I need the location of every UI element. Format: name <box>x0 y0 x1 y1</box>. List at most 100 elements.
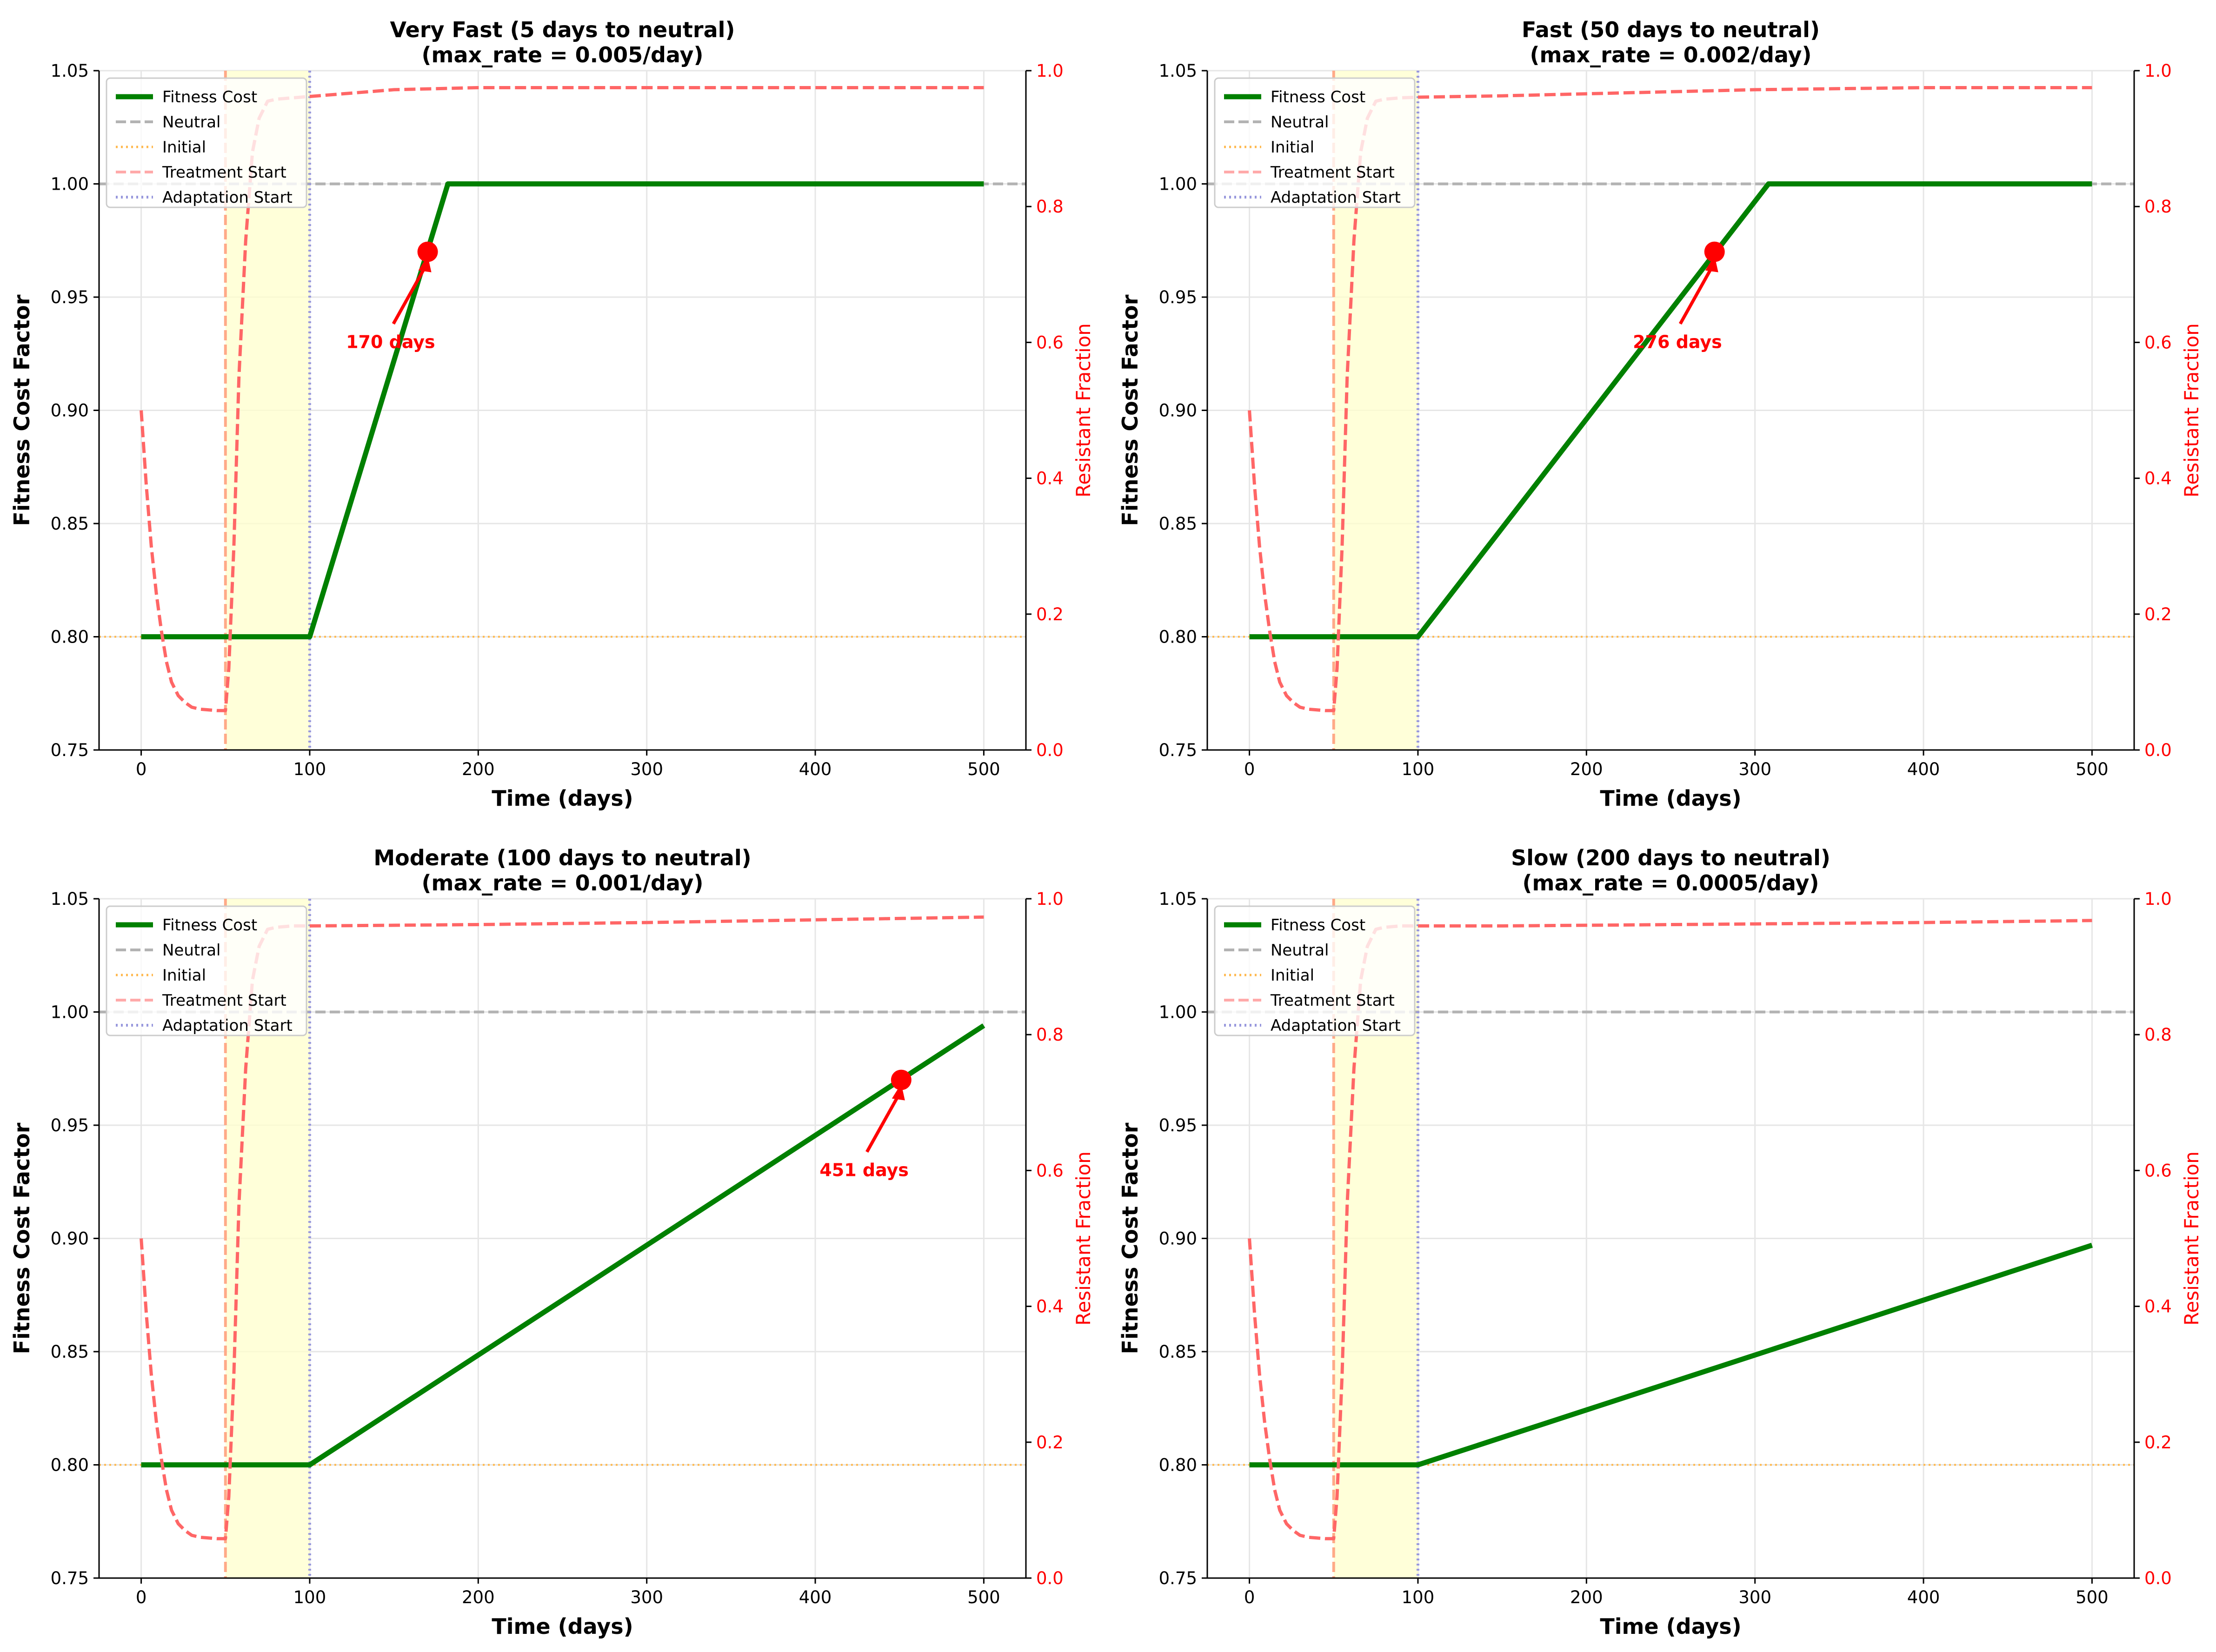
annotation-arrow <box>392 265 427 325</box>
legend-label: Neutral <box>1271 941 1329 960</box>
chart-panel-2: 276 days 0 100 200 300 400 500 0.75 0.80 0.85 0.90… <box>1118 17 2203 811</box>
y2-tick-label: 0.2 <box>1036 604 1064 624</box>
y-tick-label: 0.90 <box>1159 1229 1197 1249</box>
y-tick-label: 0.80 <box>51 1455 89 1475</box>
fitness-cost-line <box>1249 1242 2093 1467</box>
legend-label: Neutral <box>162 941 221 960</box>
x-tick-label: 100 <box>1402 759 1435 779</box>
resistant-fraction-line <box>140 915 984 1540</box>
x-tick-label: 100 <box>1402 1587 1435 1607</box>
y-axis-label: Fitness Cost Factor <box>1118 294 1143 526</box>
legend-label: Neutral <box>1271 113 1329 132</box>
legend-box <box>1214 905 1416 1036</box>
legend-box <box>106 77 307 208</box>
y2-tick-label: 0.6 <box>1036 1161 1064 1181</box>
chart-panel-1: 170 days 0 100 200 300 400 500 0.75 0.80 0.85 0.90… <box>9 17 1095 811</box>
marker-point <box>417 241 438 262</box>
legend: Fitness Cost Neutral Initial Treatment Star… <box>106 905 307 1036</box>
resistant-fraction-line <box>1248 86 2092 712</box>
y2-axis-label: Resistant Fraction <box>1072 323 1095 498</box>
x-tick-label: 400 <box>1907 1587 1940 1607</box>
x-tick-label: 200 <box>1570 1587 1603 1607</box>
x-tick-label: 200 <box>462 1587 495 1607</box>
y-tick-label: 0.85 <box>51 514 89 534</box>
y2-tick-label: 0.6 <box>2144 332 2172 352</box>
y-tick-label: 0.90 <box>51 401 89 421</box>
y-axis-label: Fitness Cost Factor <box>9 294 34 526</box>
x-tick-label: 200 <box>462 759 495 779</box>
x-tick-label: 500 <box>967 759 1000 779</box>
chart-title: Slow (200 days to neutral) <box>1511 845 1830 870</box>
x-tick-label: 400 <box>799 1587 832 1607</box>
x-axis-label: Time (days) <box>1600 1614 1741 1639</box>
legend-label: Treatment Start <box>162 163 286 182</box>
y2-tick-label: 0.4 <box>2144 1297 2172 1317</box>
y2-tick-label: 0.4 <box>2144 469 2172 489</box>
y-tick-label: 0.85 <box>51 1342 89 1362</box>
y-axis-label: Fitness Cost Factor <box>1118 1122 1143 1354</box>
chart-subtitle: (max_rate = 0.0005/day) <box>1522 870 1819 896</box>
x-axis-label: Time (days) <box>492 786 633 811</box>
x-tick-label: 500 <box>2076 1587 2109 1607</box>
y2-tick-label: 0.6 <box>1036 332 1064 352</box>
annotation-arrow <box>1678 265 1714 325</box>
chart-subtitle: (max_rate = 0.001/day) <box>421 870 703 896</box>
y2-tick-label: 0.2 <box>1036 1433 1064 1453</box>
chart-panel-4: 0 100 200 300 400 5000.750.800.850.900.951.00… <box>1118 845 2203 1639</box>
x-tick-label: 200 <box>1570 759 1603 779</box>
y2-axis-label: Resistant Fraction <box>2180 1151 2203 1326</box>
y2-tick-label: 0.0 <box>1036 1568 1064 1588</box>
x-tick-label: 0 <box>1244 1587 1255 1607</box>
y2-axis-label: Resistant Fraction <box>1072 1151 1095 1326</box>
chart-subtitle: (max_rate = 0.005/day) <box>421 42 703 67</box>
y-tick-label: 0.95 <box>1159 287 1197 307</box>
chart-subtitle: (max_rate = 0.002/day) <box>1530 42 1811 67</box>
legend-label: Initial <box>1271 138 1314 157</box>
legend-label: Initial <box>1271 966 1314 985</box>
chart-title: Moderate (100 days to neutral) <box>373 845 751 870</box>
fitness-cost-line <box>141 1023 985 1467</box>
y-tick-label: 0.75 <box>51 1568 89 1588</box>
x-tick-label: 500 <box>967 1587 1000 1607</box>
y-tick-label: 0.90 <box>1159 401 1197 421</box>
y2-tick-label: 0.0 <box>2144 1568 2172 1588</box>
y2-tick-label: 0.2 <box>2144 1433 2172 1453</box>
y-tick-label: 0.75 <box>1159 740 1197 760</box>
x-tick-label: 0 <box>1244 759 1255 779</box>
x-tick-label: 100 <box>293 759 326 779</box>
marker-point <box>1704 241 1725 262</box>
y-tick-label: 0.80 <box>1159 1455 1197 1475</box>
y2-tick-label: 0.0 <box>1036 740 1064 760</box>
legend-label: Initial <box>162 138 206 157</box>
fitness-cost-line <box>1249 181 2092 639</box>
x-tick-label: 0 <box>136 1587 147 1607</box>
y-tick-label: 0.85 <box>1159 514 1197 534</box>
legend-label: Fitness Cost <box>1271 88 1365 106</box>
y-tick-label: 0.85 <box>1159 1342 1197 1362</box>
y-tick-label: 0.95 <box>51 1115 89 1135</box>
legend-box <box>106 905 307 1036</box>
resistant-fraction-line <box>140 86 984 712</box>
y-tick-label: 0.75 <box>1159 1568 1197 1588</box>
legend-label: Adaptation Start <box>162 1016 293 1035</box>
y2-tick-label: 0.0 <box>2144 740 2172 760</box>
legend-label: Adaptation Start <box>1271 1016 1401 1035</box>
y2-tick-label: 1.0 <box>2144 889 2172 909</box>
y-tick-label: 0.80 <box>51 627 89 647</box>
x-tick-label: 400 <box>1907 759 1940 779</box>
legend-label: Fitness Cost <box>1271 916 1365 935</box>
y2-axis-label: Resistant Fraction <box>2180 323 2203 498</box>
x-tick-label: 500 <box>2076 759 2109 779</box>
y-tick-label: 1.00 <box>1159 174 1197 194</box>
y2-tick-label: 0.2 <box>2144 604 2172 624</box>
chart-title: Fast (50 days to neutral) <box>1522 17 1820 42</box>
resistant-fraction-line <box>1248 919 2092 1540</box>
chart-title: Very Fast (5 days to neutral) <box>390 17 735 42</box>
y2-tick-label: 0.8 <box>2144 197 2172 217</box>
chart-panel-3: 451 days 0 100 200 300 400 500 0.75 0.80 0.85 0.90… <box>9 845 1095 1639</box>
legend: Fitness Cost Neutral Initial Treatment Star… <box>1214 905 1416 1036</box>
y2-tick-label: 1.0 <box>1036 61 1064 81</box>
x-tick-label: 300 <box>1738 1587 1771 1607</box>
y2-tick-label: 0.4 <box>1036 469 1064 489</box>
